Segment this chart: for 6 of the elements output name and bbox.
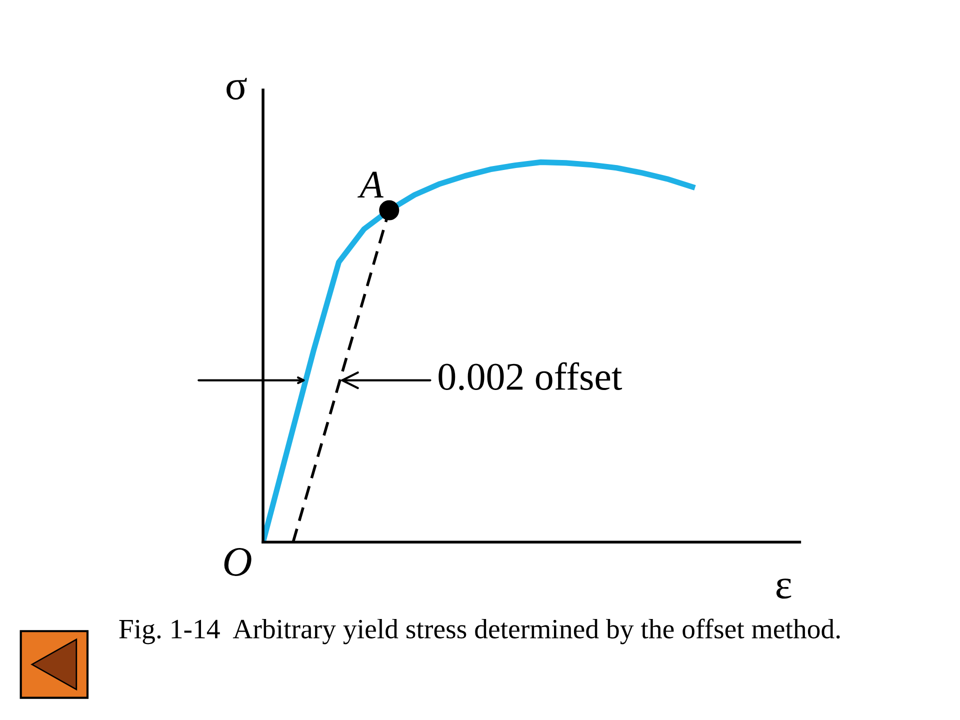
annotation: 0.002 offset — [438, 362, 622, 390]
caption: Fig. 1-14 Arbitrary yield stress determined by the offset method. — [119, 618, 840, 644]
y-axis-title: σ — [226, 78, 247, 100]
text: O — [224, 548, 252, 576]
x-axis-title: ε — [776, 578, 792, 599]
annotation: A — [358, 172, 384, 198]
